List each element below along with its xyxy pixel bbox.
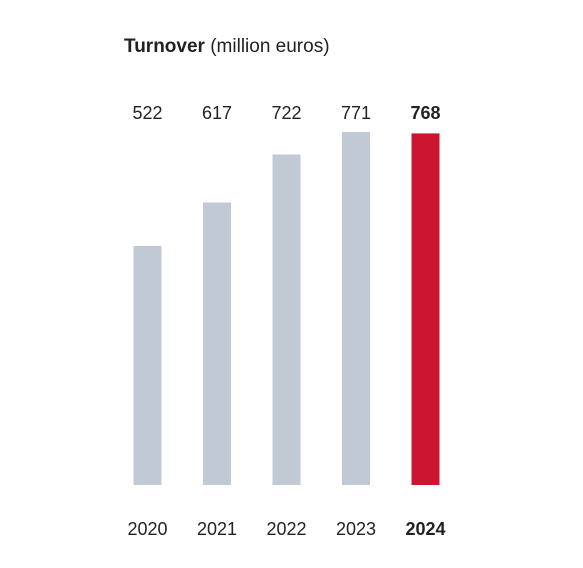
value-label-2021: 617: [202, 103, 232, 123]
bar-2020: [133, 246, 162, 485]
value-label-2020: 522: [132, 103, 162, 123]
value-label-2024: 768: [410, 103, 440, 123]
value-label-2022: 722: [271, 103, 301, 123]
value-label-2023: 771: [341, 103, 371, 123]
chart-title: Turnover (million euros): [124, 36, 330, 58]
bar-2024: [411, 133, 440, 485]
chart-title-main: Turnover: [124, 36, 205, 57]
bar-2022: [272, 154, 301, 485]
chart-title-unit: (million euros): [210, 36, 330, 57]
category-label-2021: 2021: [197, 519, 237, 539]
category-label-2020: 2020: [127, 519, 167, 539]
bar-2023: [342, 132, 370, 485]
category-label-2024: 2024: [405, 519, 445, 539]
bar-2021: [203, 202, 231, 485]
category-label-2023: 2023: [336, 519, 376, 539]
category-label-2022: 2022: [266, 519, 306, 539]
